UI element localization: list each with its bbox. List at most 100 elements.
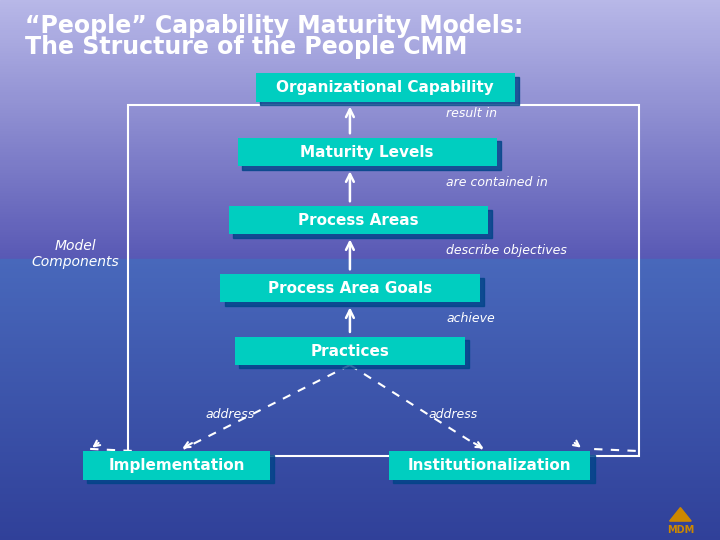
Bar: [0, 357, 720, 360]
Bar: [0, 29, 720, 31]
Bar: [0, 346, 720, 349]
Bar: [0, 122, 720, 124]
Bar: [0, 377, 720, 380]
Bar: [239, 340, 469, 368]
Bar: [0, 299, 720, 301]
Bar: [0, 124, 720, 127]
Bar: [0, 223, 720, 226]
Bar: [0, 104, 720, 106]
Bar: [0, 478, 720, 481]
Bar: [0, 304, 720, 307]
Bar: [0, 405, 720, 408]
Bar: [0, 366, 720, 369]
Bar: [0, 537, 720, 540]
Bar: [0, 265, 720, 268]
Bar: [0, 414, 720, 416]
Text: are contained in: are contained in: [446, 176, 548, 189]
Bar: [0, 282, 720, 285]
Bar: [0, 156, 720, 158]
Bar: [0, 200, 720, 202]
Text: Practices: Practices: [310, 343, 390, 359]
Text: achieve: achieve: [446, 312, 495, 325]
Bar: [0, 163, 720, 166]
Bar: [0, 301, 720, 304]
Bar: [260, 77, 519, 105]
Bar: [0, 241, 720, 244]
Bar: [0, 310, 720, 313]
Bar: [0, 411, 720, 414]
Bar: [238, 138, 497, 166]
Bar: [0, 88, 720, 91]
Bar: [0, 192, 720, 194]
Bar: [0, 467, 720, 470]
Bar: [0, 181, 720, 184]
Text: Maturity Levels: Maturity Levels: [300, 145, 434, 160]
Bar: [0, 145, 720, 148]
Bar: [128, 105, 639, 456]
Text: Process Areas: Process Areas: [298, 213, 419, 228]
Bar: [0, 352, 720, 355]
Bar: [0, 313, 720, 315]
Bar: [0, 207, 720, 210]
Bar: [87, 455, 274, 483]
Bar: [0, 279, 720, 282]
Text: result in: result in: [446, 107, 498, 120]
Bar: [0, 273, 720, 276]
Bar: [0, 256, 720, 259]
Bar: [0, 447, 720, 450]
Bar: [0, 202, 720, 205]
Bar: [0, 436, 720, 439]
Bar: [0, 307, 720, 310]
Bar: [0, 36, 720, 39]
Bar: [0, 168, 720, 171]
Bar: [0, 135, 720, 137]
Bar: [0, 23, 720, 26]
Bar: [0, 98, 720, 101]
Bar: [0, 218, 720, 220]
Bar: [0, 285, 720, 287]
Bar: [0, 315, 720, 318]
Bar: [256, 73, 515, 102]
Bar: [0, 226, 720, 228]
Bar: [0, 456, 720, 458]
Bar: [0, 246, 720, 249]
Bar: [0, 254, 720, 256]
Bar: [225, 278, 484, 306]
Bar: [0, 197, 720, 200]
Bar: [0, 419, 720, 422]
Bar: [0, 18, 720, 21]
Bar: [0, 46, 720, 49]
Bar: [0, 114, 720, 117]
Text: Model
Components: Model Components: [32, 239, 120, 269]
Bar: [0, 444, 720, 447]
Bar: [0, 236, 720, 239]
Bar: [0, 140, 720, 143]
Bar: [0, 166, 720, 168]
Bar: [0, 397, 720, 400]
Bar: [0, 161, 720, 163]
Bar: [0, 72, 720, 75]
Bar: [0, 341, 720, 343]
Bar: [0, 380, 720, 383]
Bar: [0, 262, 720, 265]
Text: address: address: [428, 408, 477, 421]
Bar: [0, 70, 720, 72]
Bar: [0, 117, 720, 119]
Bar: [0, 65, 720, 68]
Bar: [0, 472, 720, 475]
Bar: [0, 464, 720, 467]
Bar: [0, 503, 720, 507]
Bar: [0, 233, 720, 236]
Bar: [393, 455, 595, 483]
Bar: [0, 205, 720, 207]
Bar: [0, 321, 720, 324]
Bar: [0, 422, 720, 425]
Bar: [0, 372, 720, 374]
Bar: [0, 332, 720, 335]
Bar: [0, 343, 720, 346]
Bar: [0, 425, 720, 428]
Bar: [0, 458, 720, 461]
Bar: [0, 10, 720, 13]
Bar: [0, 416, 720, 419]
Bar: [0, 16, 720, 18]
